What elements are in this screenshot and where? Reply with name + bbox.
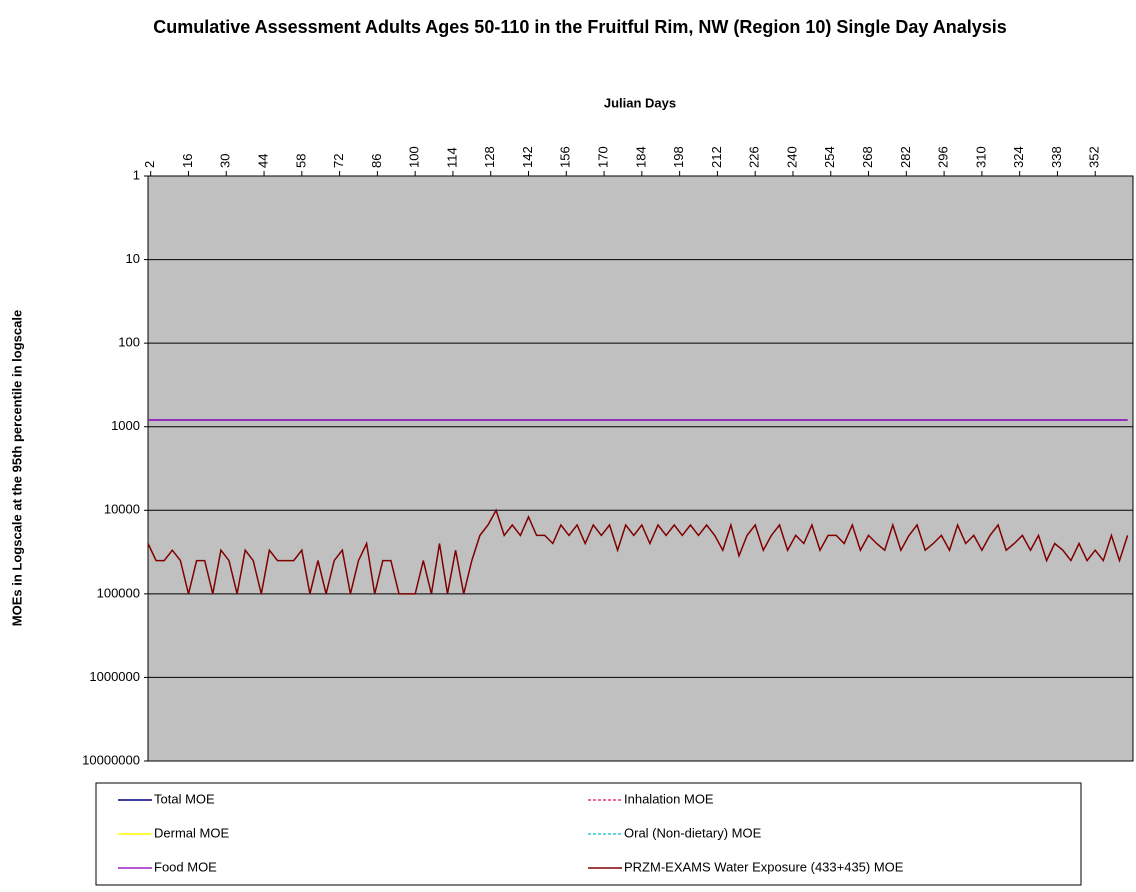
x-tick-label: 212	[709, 146, 724, 168]
x-tick-label: 170	[596, 146, 611, 168]
y-tick-label: 10000000	[82, 752, 140, 767]
x-tick-label: 240	[784, 146, 799, 168]
x-tick-label: 100	[407, 146, 422, 168]
x-tick-label: 30	[218, 154, 233, 168]
x-tick-label: 296	[936, 146, 951, 168]
x-axis-title: Julian Days	[604, 95, 676, 110]
y-tick-label: 10	[126, 251, 140, 266]
y-tick-label: 1	[133, 167, 140, 182]
x-tick-label: 352	[1087, 146, 1102, 168]
x-tick-label: 72	[331, 154, 346, 168]
y-axis-title: MOEs in Logscale at the 95th percentile …	[9, 310, 24, 626]
legend-label: PRZM-EXAMS Water Exposure (433+435) MOE	[624, 859, 904, 874]
x-tick-label: 324	[1011, 146, 1026, 168]
x-tick-label: 128	[482, 146, 497, 168]
x-tick-label: 44	[255, 154, 270, 168]
legend-label: Food MOE	[154, 859, 217, 874]
legend-label: Dermal MOE	[154, 825, 229, 840]
legend-label: Oral (Non-dietary) MOE	[624, 825, 762, 840]
y-tick-label: 100	[118, 335, 140, 350]
y-tick-label: 1000000	[89, 669, 140, 684]
x-tick-label: 254	[822, 146, 837, 168]
x-tick-label: 338	[1049, 146, 1064, 168]
x-tick-label: 156	[558, 146, 573, 168]
x-tick-label: 310	[973, 146, 988, 168]
chart-title: Cumulative Assessment Adults Ages 50-110…	[153, 17, 1007, 37]
y-tick-label: 100000	[97, 585, 140, 600]
series-line	[147, 508, 1129, 595]
y-tick-label: 1000	[111, 418, 140, 433]
x-tick-label: 198	[671, 146, 686, 168]
legend-label: Inhalation MOE	[624, 791, 714, 806]
x-tick-label: 184	[633, 146, 648, 168]
x-tick-label: 226	[747, 146, 762, 168]
y-tick-label: 10000	[104, 502, 140, 517]
x-tick-label: 58	[293, 154, 308, 168]
plot-area	[147, 175, 1134, 762]
x-tick-label: 114	[444, 147, 459, 168]
x-tick-label: 282	[898, 146, 913, 168]
x-tick-label: 16	[180, 154, 195, 168]
x-tick-label: 2	[142, 161, 157, 168]
x-tick-label: 268	[860, 146, 875, 168]
x-tick-label: 142	[520, 146, 535, 168]
legend-label: Total MOE	[154, 791, 215, 806]
x-tick-label: 86	[369, 154, 384, 168]
